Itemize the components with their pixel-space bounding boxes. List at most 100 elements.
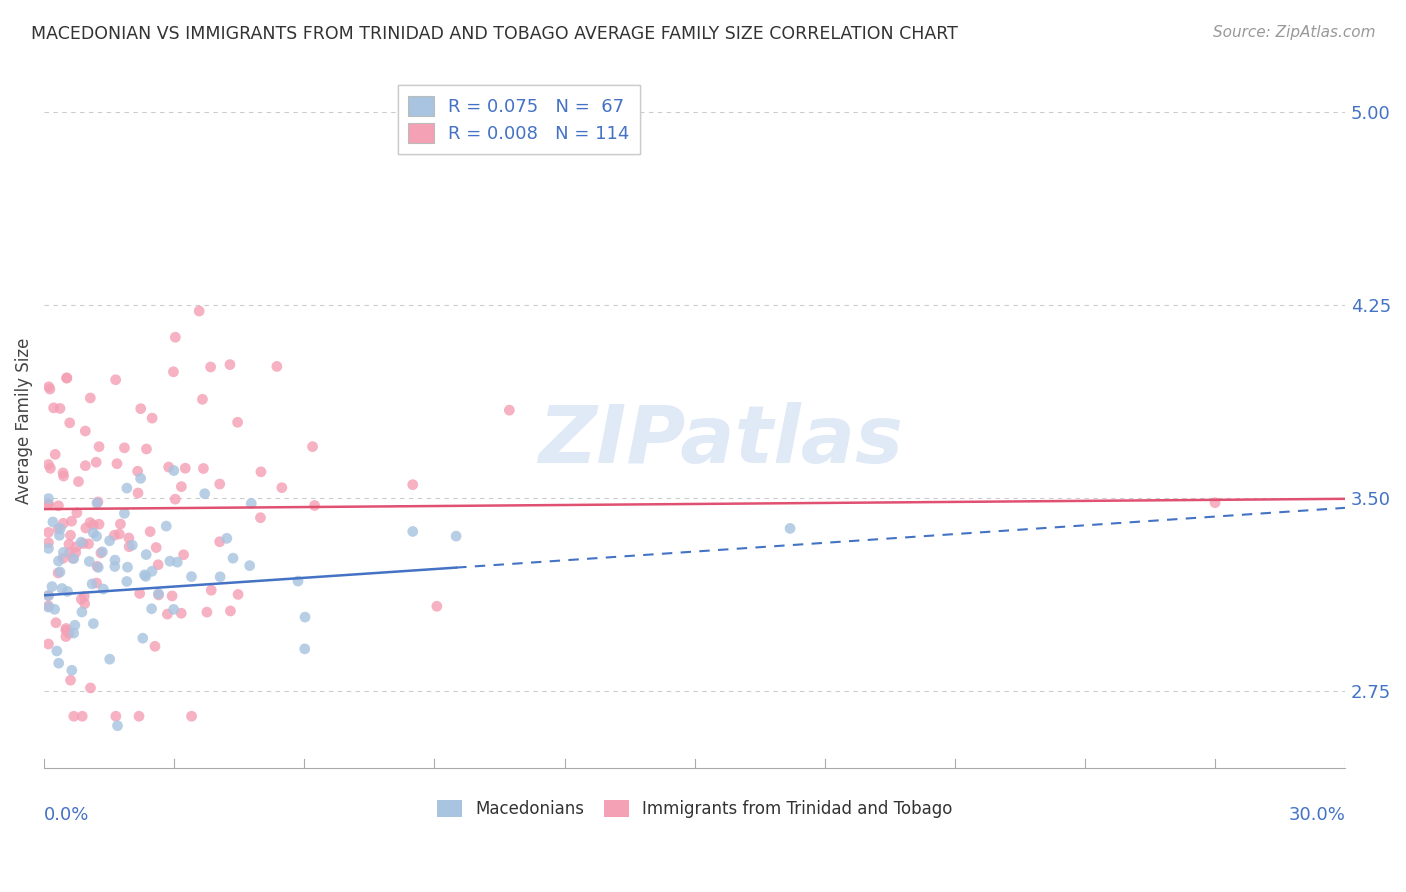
Point [139,524,162,539]
Point [86,496,108,510]
Text: ZIPatlas: ZIPatlas [538,402,903,480]
Point [166,555,188,569]
Point [98,533,121,548]
Point [98,652,121,666]
Point [37,525,59,540]
Point [70,592,93,607]
Point [104,559,127,574]
Point [141,601,163,615]
Point [48,499,70,513]
Point [155,519,177,533]
Legend: R = 0.075   N =  67, R = 0.008   N = 114: R = 0.075 N = 67, R = 0.008 N = 114 [398,86,640,154]
Point [132,631,155,645]
Point [108,527,131,541]
Point [37,637,59,651]
Point [44,447,66,461]
Point [148,588,170,602]
Point [87,560,110,574]
Point [294,641,316,656]
Point [82,517,104,532]
Point [209,570,232,584]
Point [170,606,193,620]
Point [51,582,73,596]
Point [45,644,67,658]
Point [402,524,425,539]
Point [118,540,141,554]
Point [250,465,273,479]
Point [75,424,97,438]
Point [104,373,127,387]
Point [128,709,150,723]
Point [156,607,179,621]
Point [38,380,60,394]
Point [141,564,163,578]
Point [402,477,425,491]
Point [174,461,197,475]
Point [129,401,152,416]
Point [165,492,187,507]
Point [49,401,72,416]
Point [87,440,110,454]
Point [65,545,87,559]
Point [37,498,59,512]
Text: 30.0%: 30.0% [1288,805,1346,824]
Point [134,567,156,582]
Point [779,521,801,535]
Point [103,528,125,542]
Point [110,516,132,531]
Point [56,371,79,385]
Point [58,626,80,640]
Point [114,441,136,455]
Point [46,522,69,536]
Point [42,515,65,529]
Point [163,464,186,478]
Point [148,587,170,601]
Point [188,304,211,318]
Point [239,558,262,573]
Point [127,464,149,478]
Point [84,455,107,469]
Point [48,657,70,671]
Point [79,554,101,568]
Point [249,510,271,524]
Point [72,536,94,550]
Point [86,576,108,591]
Point [301,440,323,454]
Point [91,545,114,559]
Point [200,359,222,374]
Point [117,560,139,574]
Point [77,537,100,551]
Point [498,403,520,417]
Point [87,517,110,532]
Point [59,545,82,559]
Point [208,477,231,491]
Point [46,566,69,580]
Point [37,589,59,603]
Point [82,577,104,591]
Point [79,681,101,695]
Point [86,559,108,574]
Point [159,554,181,568]
Point [55,624,77,638]
Point [266,359,288,374]
Point [52,466,75,480]
Point [143,640,166,654]
Point [73,597,96,611]
Point [55,622,77,636]
Point [70,535,93,549]
Point [63,618,86,632]
Point [195,605,218,619]
Point [55,371,77,385]
Point [163,602,186,616]
Point [118,531,141,545]
Point [191,392,214,407]
Point [91,582,114,596]
Point [240,496,263,510]
Point [37,599,59,613]
Point [127,486,149,500]
Point [59,528,82,542]
Point [87,495,110,509]
Point [39,461,62,475]
Point [60,663,83,677]
Point [222,551,245,566]
